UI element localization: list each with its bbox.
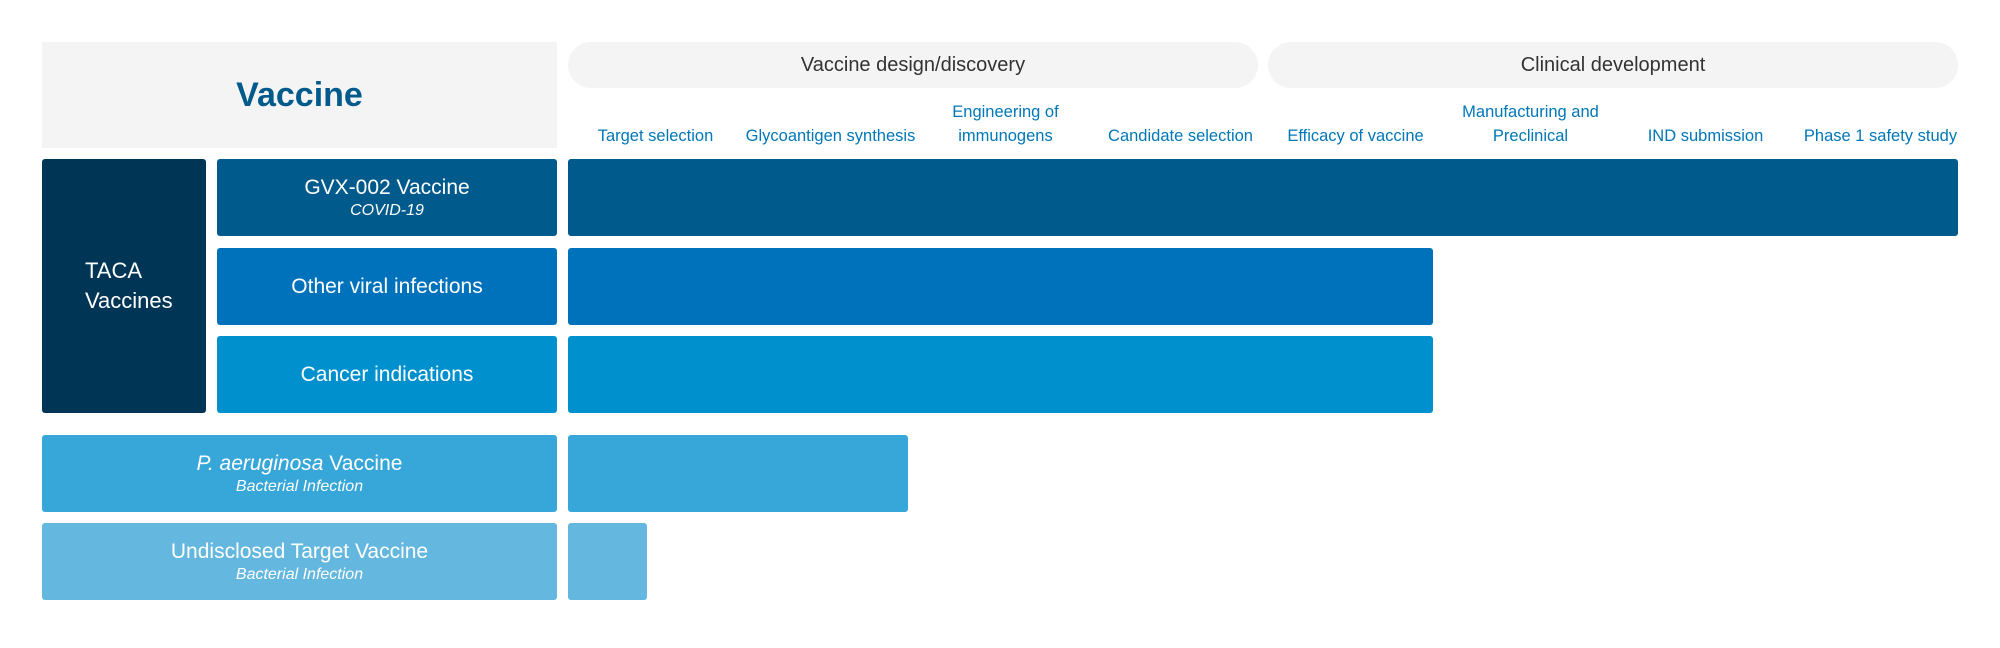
row-name-rest: Vaccine bbox=[323, 451, 403, 475]
taca-vaccines-group: TACA Vaccines bbox=[42, 159, 206, 413]
progress-bar-undisclosed-target bbox=[568, 523, 647, 600]
stage-label-engineering-of-immunogens: Engineering of immunogens bbox=[952, 103, 1059, 145]
progress-bar-gvx-002 bbox=[568, 159, 1958, 236]
group-label-line2: Vaccines bbox=[85, 288, 173, 313]
row-label-other-viral-infections: Other viral infections bbox=[217, 248, 557, 325]
row-label-gvx-002: GVX-002 Vaccine COVID-19 bbox=[217, 159, 557, 236]
stage-label-efficacy-of-vaccine: Efficacy of vaccine bbox=[1287, 127, 1424, 145]
stage-label-manufacturing-preclinical: Manufacturing and Preclinical bbox=[1462, 103, 1599, 145]
row-name: Undisclosed Target Vaccine bbox=[170, 539, 429, 563]
row-label-cancer-indications: Cancer indications bbox=[217, 336, 557, 413]
row-label-p-aeruginosa: P. aeruginosa Vaccine Bacterial Infectio… bbox=[42, 435, 557, 512]
row-name: GVX-002 Vaccine bbox=[304, 175, 470, 199]
phase-group-design-discovery: Vaccine design/discovery bbox=[568, 42, 1258, 88]
phase-group-label: Clinical development bbox=[1520, 53, 1706, 76]
row-name: Cancer indications bbox=[300, 362, 474, 386]
group-label-line1: TACA bbox=[85, 258, 143, 283]
progress-bar-other-viral-infections bbox=[568, 248, 1433, 325]
stage-label-target-selection: Target selection bbox=[597, 127, 714, 145]
row-name: Other viral infections bbox=[291, 274, 483, 298]
row-label-undisclosed-target: Undisclosed Target Vaccine Bacterial Inf… bbox=[42, 523, 557, 600]
vaccine-title: Vaccine bbox=[236, 75, 363, 114]
row-name: P. aeruginosa Vaccine bbox=[197, 451, 403, 477]
vaccine-column-header: Vaccine bbox=[42, 42, 557, 148]
stage-label-phase-1-safety-study: Phase 1 safety study bbox=[1803, 127, 1958, 145]
progress-bar-p-aeruginosa bbox=[568, 435, 908, 512]
phase-group-label: Vaccine design/discovery bbox=[800, 53, 1026, 76]
stage-label-candidate-selection: Candidate selection bbox=[1108, 127, 1253, 145]
row-subtitle: Bacterial Infection bbox=[235, 565, 364, 583]
row-subtitle: COVID-19 bbox=[350, 201, 424, 219]
stage-label-glycoantigen-synthesis: Glycoantigen synthesis bbox=[745, 127, 916, 145]
row-subtitle: Bacterial Infection bbox=[235, 477, 364, 495]
phase-group-clinical-development: Clinical development bbox=[1268, 42, 1958, 88]
stage-label-ind-submission: IND submission bbox=[1647, 127, 1764, 145]
progress-bar-cancer-indications bbox=[568, 336, 1433, 413]
row-name-italic: P. aeruginosa bbox=[196, 451, 324, 475]
